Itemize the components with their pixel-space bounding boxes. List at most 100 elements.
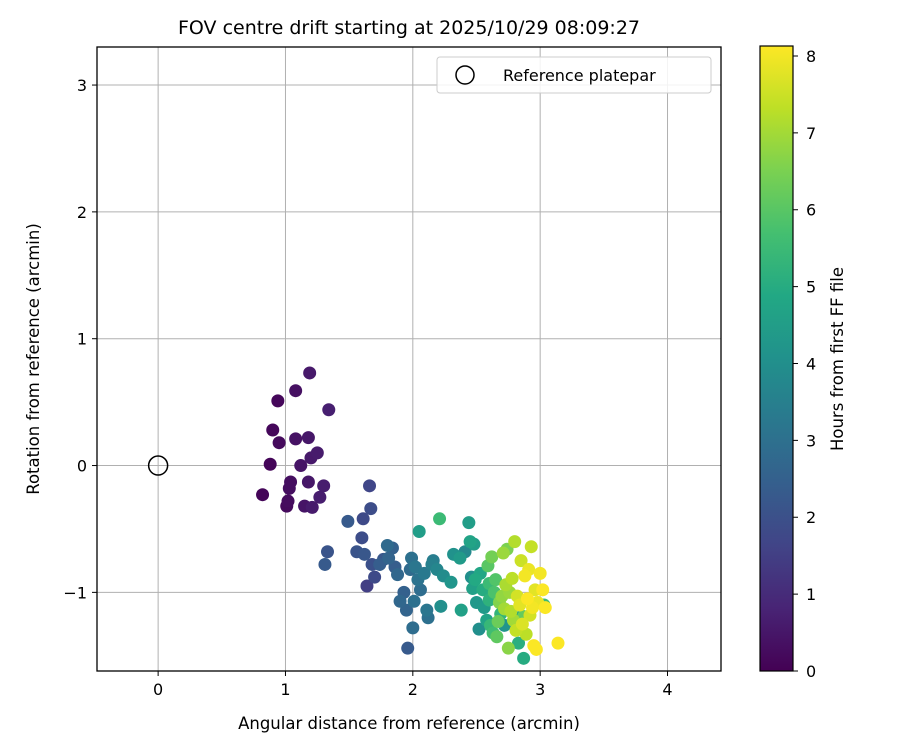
x-tick-label: 2 bbox=[408, 680, 418, 699]
colorbar-tick-label: 3 bbox=[806, 431, 816, 450]
data-point bbox=[551, 636, 565, 650]
data-point bbox=[515, 617, 529, 631]
data-point bbox=[512, 636, 526, 650]
colorbar-tick-label: 1 bbox=[806, 585, 816, 604]
data-point bbox=[462, 516, 476, 530]
data-point bbox=[536, 583, 550, 597]
colorbar: 0 1 2 3 4 5 6 7 8 Hours from first FF file bbox=[759, 45, 847, 681]
legend-marker-open-circle bbox=[455, 65, 475, 85]
data-point bbox=[391, 568, 405, 582]
data-point bbox=[310, 446, 324, 460]
data-point bbox=[364, 502, 378, 516]
data-point bbox=[434, 599, 448, 613]
data-point bbox=[485, 550, 499, 564]
data-point bbox=[517, 651, 531, 665]
data-point bbox=[444, 575, 458, 589]
data-point bbox=[289, 384, 303, 398]
colorbar-tick-label: 0 bbox=[806, 662, 816, 681]
data-points bbox=[256, 366, 565, 665]
data-point bbox=[514, 554, 528, 568]
y-tick-label: 1 bbox=[77, 330, 87, 349]
legend-label-reference-platepar: Reference platepar bbox=[503, 66, 656, 85]
data-point bbox=[355, 531, 369, 545]
colorbar-tick-label: 8 bbox=[806, 47, 816, 66]
data-point bbox=[413, 583, 427, 597]
colorbar-tick-label: 4 bbox=[806, 354, 816, 373]
x-axis-label: Angular distance from reference (arcmin) bbox=[238, 714, 580, 733]
data-point bbox=[407, 594, 421, 608]
data-point bbox=[505, 571, 519, 585]
colorbar-tick-label: 6 bbox=[806, 201, 816, 220]
y-tick-label: −1 bbox=[63, 583, 87, 602]
x-axis-ticks: 0 1 2 3 4 bbox=[153, 671, 673, 699]
data-point bbox=[357, 547, 371, 561]
y-tick-label: 0 bbox=[77, 457, 87, 476]
data-point bbox=[368, 570, 382, 584]
data-point bbox=[420, 603, 434, 617]
data-point bbox=[489, 573, 503, 587]
data-point bbox=[284, 475, 298, 489]
y-tick-label: 2 bbox=[77, 203, 87, 222]
data-point bbox=[272, 436, 286, 450]
data-point bbox=[529, 642, 543, 656]
colorbar-ticks: 0 1 2 3 4 5 6 7 8 bbox=[793, 47, 816, 681]
data-point bbox=[303, 366, 317, 380]
grid-lines bbox=[97, 47, 721, 671]
x-tick-label: 4 bbox=[662, 680, 672, 699]
data-point bbox=[453, 551, 467, 565]
data-point bbox=[533, 566, 547, 580]
data-point bbox=[412, 524, 426, 538]
colorbar-gradient bbox=[759, 45, 794, 672]
y-axis-ticks: −1 0 1 2 3 bbox=[63, 76, 97, 602]
chart-title: FOV centre drift starting at 2025/10/29 … bbox=[178, 17, 640, 39]
reference-platepar-marker bbox=[147, 455, 169, 476]
data-point bbox=[289, 432, 303, 446]
data-point bbox=[508, 535, 522, 549]
x-tick-label: 1 bbox=[280, 680, 290, 699]
data-point bbox=[380, 538, 394, 552]
data-point bbox=[341, 514, 355, 528]
data-point bbox=[490, 630, 504, 644]
data-point bbox=[271, 394, 285, 408]
data-point bbox=[256, 488, 270, 502]
data-point bbox=[301, 475, 315, 489]
data-point bbox=[538, 601, 552, 615]
data-point bbox=[305, 500, 319, 514]
data-point bbox=[491, 615, 505, 629]
colorbar-label: Hours from first FF file bbox=[828, 267, 847, 451]
data-point bbox=[393, 594, 407, 608]
data-point bbox=[454, 603, 468, 617]
y-axis-label: Rotation from reference (arcmin) bbox=[24, 223, 43, 495]
legend-box bbox=[436, 56, 712, 94]
y-tick-label: 3 bbox=[77, 76, 87, 95]
data-point bbox=[524, 540, 538, 554]
data-point bbox=[317, 479, 331, 493]
data-point bbox=[356, 512, 370, 526]
data-point bbox=[501, 641, 515, 655]
data-point bbox=[519, 627, 533, 641]
data-point bbox=[463, 535, 477, 549]
data-point bbox=[363, 479, 377, 493]
data-point bbox=[360, 579, 374, 593]
data-point bbox=[263, 457, 277, 471]
data-point bbox=[468, 573, 482, 587]
data-point bbox=[294, 459, 308, 473]
x-tick-label: 3 bbox=[535, 680, 545, 699]
data-point bbox=[320, 545, 334, 559]
plot-frame bbox=[96, 46, 722, 672]
data-point bbox=[322, 403, 336, 417]
x-tick-label: 0 bbox=[153, 680, 163, 699]
data-point bbox=[266, 423, 280, 437]
colorbar-tick-label: 7 bbox=[806, 124, 816, 143]
colorbar-tick-label: 5 bbox=[806, 278, 816, 297]
data-point bbox=[518, 569, 532, 583]
data-point bbox=[472, 622, 486, 636]
data-point bbox=[313, 490, 327, 504]
colorbar-tick-label: 2 bbox=[806, 508, 816, 527]
data-point bbox=[406, 621, 420, 635]
data-point bbox=[433, 512, 447, 526]
data-point bbox=[318, 557, 332, 571]
data-point bbox=[401, 641, 415, 655]
data-point bbox=[496, 546, 510, 560]
